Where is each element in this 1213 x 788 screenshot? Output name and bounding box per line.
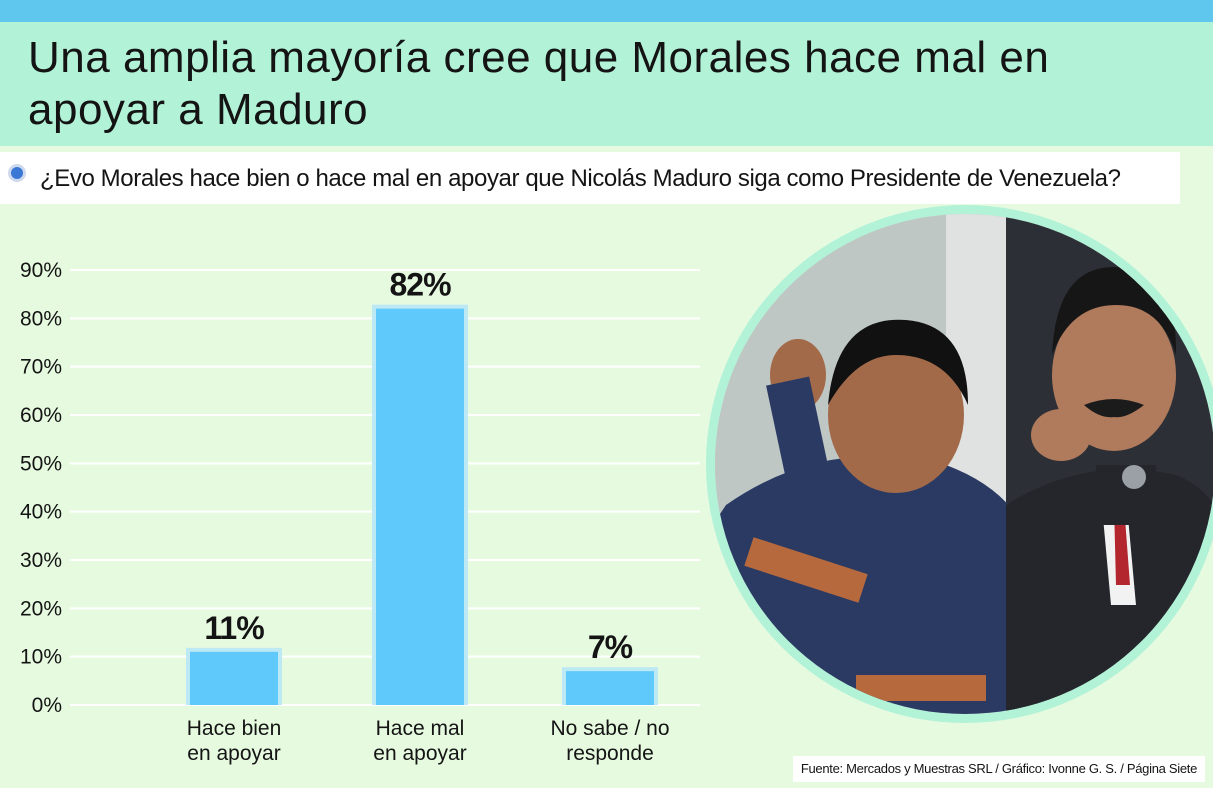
x-category-label: en apoyar <box>187 742 280 765</box>
leaders-photo-icon <box>715 214 1213 714</box>
y-tick-label: 10% <box>20 646 62 669</box>
y-tick-label: 0% <box>32 694 62 717</box>
page-title: Una amplia mayoría cree que Morales hace… <box>28 33 1050 134</box>
data-label: 7% <box>588 629 633 665</box>
x-category-label: Hace mal <box>376 717 465 740</box>
x-category-label: responde <box>566 742 654 765</box>
y-tick-label: 50% <box>20 452 62 475</box>
bar <box>566 671 654 705</box>
bar-chart: 0% 10% 20% 30% 40% 50% 60% 70% 80% 90% 11% Hace bie… <box>20 259 700 765</box>
header-band <box>0 22 1213 146</box>
bullet-icon <box>8 164 26 182</box>
data-label: 82% <box>389 267 451 303</box>
bar <box>190 651 278 705</box>
bar <box>376 308 464 705</box>
y-tick-label: 60% <box>20 404 62 427</box>
photo-circle <box>706 205 1213 723</box>
y-tick-label: 80% <box>20 307 62 330</box>
x-category-label: en apoyar <box>373 742 466 765</box>
top-accent-strip <box>0 0 1213 22</box>
y-tick-label: 40% <box>20 501 62 524</box>
x-category-label: No sabe / no <box>550 717 669 740</box>
x-category-label: Hace bien <box>187 717 282 740</box>
source-credit: Fuente: Mercados y Muestras SRL / Gráfic… <box>792 756 1205 782</box>
y-tick-label: 90% <box>20 259 62 282</box>
survey-question: ¿Evo Morales hace bien o hace mal en apo… <box>40 165 1121 192</box>
data-label: 11% <box>204 610 264 646</box>
y-tick-label: 70% <box>20 356 62 379</box>
y-tick-label: 20% <box>20 597 62 620</box>
y-tick-label: 30% <box>20 549 62 572</box>
question-bar <box>0 152 1180 204</box>
